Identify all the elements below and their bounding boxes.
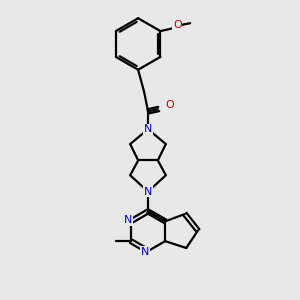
Text: N: N <box>141 247 149 257</box>
Text: N: N <box>144 187 152 196</box>
Text: N: N <box>124 215 132 225</box>
Text: N: N <box>144 124 152 134</box>
Text: O: O <box>173 20 182 30</box>
Text: O: O <box>165 100 174 110</box>
